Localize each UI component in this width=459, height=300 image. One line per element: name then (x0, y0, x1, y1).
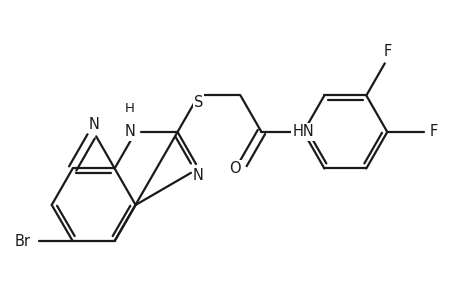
Text: S: S (193, 95, 203, 110)
Text: F: F (428, 124, 437, 140)
Text: O: O (229, 161, 240, 176)
Text: F: F (382, 44, 391, 59)
Text: H: H (124, 102, 134, 116)
Text: N: N (193, 169, 203, 184)
Text: N: N (88, 117, 99, 132)
Text: Br: Br (15, 233, 31, 248)
Text: N: N (124, 124, 135, 140)
Text: HN: HN (292, 124, 313, 140)
